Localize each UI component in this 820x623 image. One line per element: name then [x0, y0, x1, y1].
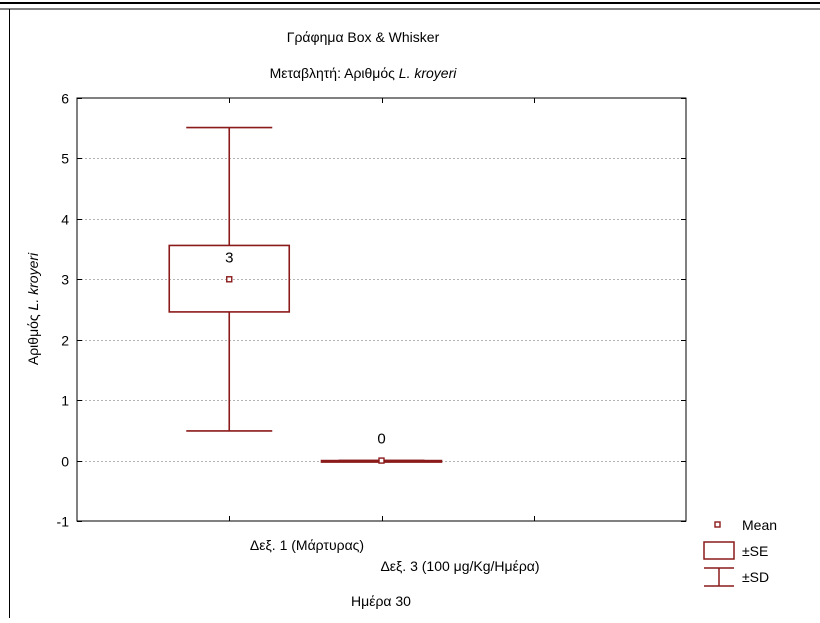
category-label-1: Δεξ. 3 (100 μg/Kg/Ημέρα)	[380, 558, 539, 574]
y-tick-label-6: 0	[61, 454, 69, 470]
legend-mean-marker	[714, 521, 721, 528]
plot-area-frame	[76, 97, 687, 522]
y-axis-ticks: 6 5 4 3 2 1 0 -1	[57, 91, 686, 530]
box-layer: 30	[168, 126, 443, 464]
category-label-0: Δεξ. 1 (Μάρτυρας)	[250, 537, 364, 553]
y-tick-label-2: 4	[61, 212, 69, 228]
x-axis-label: Ημέρα 30	[351, 593, 411, 609]
legend-sd-label: ±SD	[742, 569, 769, 585]
box-group-1	[320, 457, 443, 464]
legend-se-box	[703, 541, 735, 560]
chart-subtitle-italic: L. kroyeri	[399, 65, 457, 81]
box-group-0	[168, 126, 291, 432]
grid-layer	[77, 158, 686, 462]
y-tick-label-0: 6	[61, 91, 69, 107]
y-tick-label-5: 1	[61, 393, 69, 409]
chart-subtitle: Μεταβλητή: Αριθμός L. kroyeri	[270, 65, 458, 81]
y-tick-label-7: -1	[57, 514, 70, 530]
x-axis-ticks	[229, 98, 535, 521]
mean-value-label-0: 3	[225, 249, 233, 266]
mean-marker-1	[378, 457, 385, 464]
legend-sd-whisker	[704, 567, 734, 587]
chart-subtitle-prefix: Μεταβλητή: Αριθμός	[270, 65, 399, 81]
y-axis-label-italic: L. kroyeri	[25, 252, 41, 310]
y-tick-label-3: 3	[61, 272, 69, 288]
mean-value-label-1: 0	[377, 431, 385, 448]
y-axis-label: Αριθμός L. kroyeri	[25, 252, 41, 365]
y-tick-label-1: 5	[61, 151, 69, 167]
legend-mean-label: Mean	[742, 517, 777, 533]
y-tick-label-4: 2	[61, 333, 69, 349]
legend: Mean ±SE ±SD	[703, 517, 777, 587]
legend-se-label: ±SE	[742, 543, 768, 559]
y-axis-label-prefix: Αριθμός	[25, 310, 41, 365]
se-box-0	[168, 244, 291, 313]
chart-title: Γράφημα Box & Whisker	[287, 29, 440, 45]
mean-marker-0	[226, 276, 233, 283]
